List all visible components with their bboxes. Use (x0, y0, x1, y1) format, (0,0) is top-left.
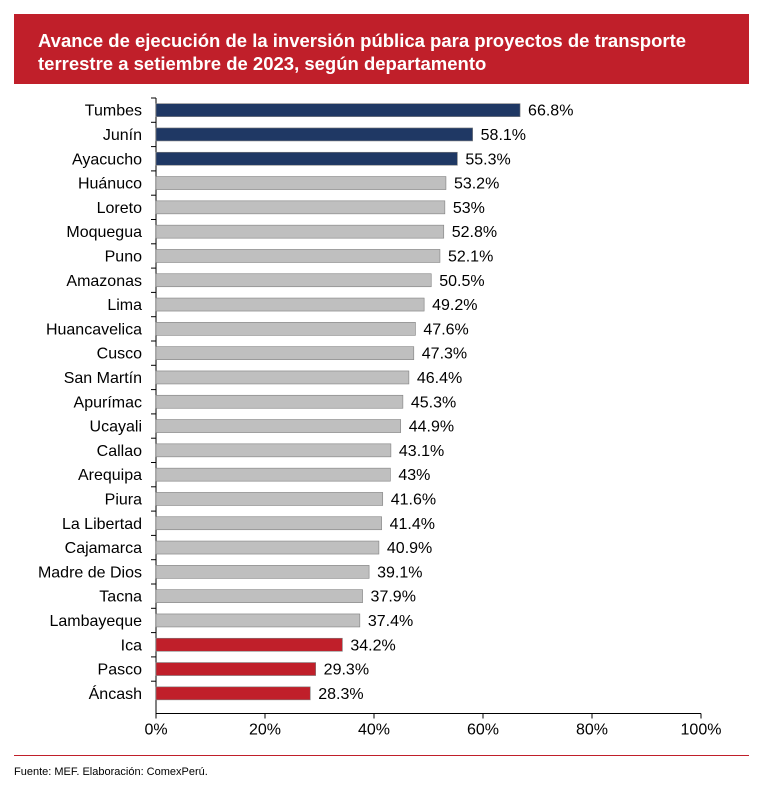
bar (155, 565, 370, 579)
data-label: 43% (398, 467, 430, 484)
category-label: La Libertad (62, 516, 142, 533)
data-label: 37.4% (368, 613, 413, 630)
category-label: Arequipa (78, 467, 142, 484)
data-label: 45.3% (411, 394, 456, 411)
data-label: 53.2% (454, 176, 499, 193)
bar (155, 467, 391, 482)
bar (155, 589, 363, 603)
x-tick-label: 80% (576, 722, 608, 739)
data-label: 55.3% (465, 151, 510, 168)
bar (155, 662, 316, 676)
category-label: Ica (121, 637, 142, 654)
bar (155, 419, 402, 433)
bar (155, 176, 447, 190)
x-tick-label: 100% (681, 722, 722, 739)
category-label: Piura (105, 491, 142, 508)
x-tick-label: 60% (467, 722, 499, 739)
bar (155, 127, 473, 142)
category-label: Huancavelica (46, 321, 142, 338)
x-tick-label: 0% (144, 722, 167, 739)
bar (155, 637, 343, 652)
bar (155, 394, 404, 409)
bar (155, 151, 458, 166)
x-tick-label: 20% (249, 722, 281, 739)
category-label: Lambayeque (49, 613, 142, 630)
bar (155, 103, 521, 117)
bar (155, 273, 432, 288)
category-label: Loreto (97, 200, 142, 217)
bar (155, 613, 361, 628)
data-label: 52.8% (452, 224, 497, 241)
category-label: Huánuco (78, 176, 142, 193)
category-label: Moquegua (66, 224, 142, 241)
data-label: 49.2% (432, 297, 477, 314)
data-label: 47.6% (423, 321, 468, 338)
bar (155, 297, 425, 312)
bar (155, 686, 311, 701)
data-label: 40.9% (387, 540, 432, 557)
category-label: San Martín (64, 370, 142, 387)
data-label: 50.5% (439, 273, 484, 290)
data-label: 44.9% (409, 419, 454, 436)
data-label: 43.1% (399, 443, 444, 460)
source-note: Fuente: MEF. Elaboración: ComexPerú. (14, 766, 208, 778)
category-label: Apurímac (74, 394, 142, 411)
data-label: 47.3% (422, 346, 467, 363)
bar (155, 346, 415, 360)
category-label: Ucayali (90, 419, 142, 436)
data-label: 37.9% (371, 589, 416, 606)
data-label: 41.4% (390, 516, 435, 533)
category-label: Ayacucho (72, 151, 142, 168)
bar (155, 249, 441, 263)
category-label: Cusco (97, 346, 142, 363)
data-label: 29.3% (324, 662, 369, 679)
bar (155, 540, 380, 555)
x-tick-label: 40% (358, 722, 390, 739)
data-label: 28.3% (318, 686, 363, 703)
category-label: Callao (97, 443, 142, 460)
bar (155, 492, 384, 506)
category-label: Junín (103, 127, 142, 144)
data-label: 39.1% (377, 564, 422, 581)
bar (155, 516, 382, 531)
bar (155, 224, 445, 239)
bar (155, 443, 392, 458)
data-label: 52.1% (448, 248, 493, 265)
category-label: Lima (107, 297, 142, 314)
bar (155, 322, 416, 336)
chart-title-banner: Avance de ejecución de la inversión públ… (14, 14, 749, 84)
category-label: Amazonas (66, 273, 142, 290)
data-label: 58.1% (481, 127, 526, 144)
data-label: 53% (453, 200, 485, 217)
category-label: Áncash (89, 684, 142, 703)
category-label: Tacna (99, 589, 142, 606)
category-label: Puno (105, 248, 142, 265)
category-label: Pasco (98, 662, 143, 679)
data-label: 41.6% (391, 491, 436, 508)
category-label: Madre de Dios (38, 564, 142, 581)
footer-divider (14, 755, 749, 756)
chart-title: Avance de ejecución de la inversión públ… (38, 30, 687, 74)
data-label: 46.4% (417, 370, 462, 387)
bar (155, 200, 446, 215)
category-label: Tumbes (85, 103, 142, 120)
category-label: Cajamarca (65, 540, 142, 557)
data-label: 66.8% (528, 103, 573, 120)
data-label: 34.2% (350, 637, 395, 654)
bar (155, 370, 410, 385)
